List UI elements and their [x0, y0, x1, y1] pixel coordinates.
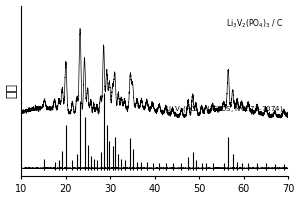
Text: Li$_3$V$_2$(PO$_4$)$_3$ / C: Li$_3$V$_2$(PO$_4$)$_3$ / C [226, 17, 283, 30]
Text: Li$_3$V$_2$(PO$_4$)$_3$ (JCPDS, NO. 72-7074): Li$_3$V$_2$(PO$_4$)$_3$ (JCPDS, NO. 72-7… [164, 104, 283, 114]
Y-axis label: 强度: 强度 [6, 83, 19, 98]
